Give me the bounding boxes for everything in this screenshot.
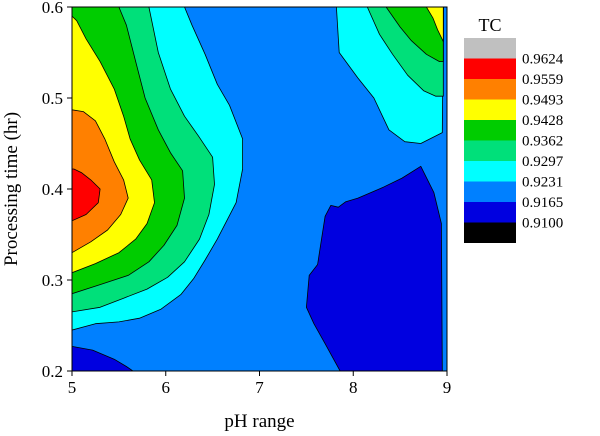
legend-swatch-9 bbox=[464, 222, 516, 243]
legend-swatch-5 bbox=[464, 140, 516, 161]
legend-title: TC bbox=[478, 15, 501, 35]
contour-band-4-1 bbox=[425, 7, 444, 42]
legend-level-6: 0.9231 bbox=[522, 175, 563, 191]
y-tick-label: 0.5 bbox=[42, 89, 63, 108]
legend-level-0: 0.9624 bbox=[522, 52, 564, 68]
legend-level-4: 0.9362 bbox=[522, 134, 563, 150]
legend-swatch-4 bbox=[464, 120, 516, 141]
y-axis-title: Processing time (hr) bbox=[1, 112, 22, 266]
y-tick-label: 0.3 bbox=[42, 271, 63, 290]
legend-swatch-8 bbox=[464, 202, 516, 223]
x-tick-label: 9 bbox=[443, 378, 452, 397]
contour-band-6-0 bbox=[72, 168, 101, 222]
legend-level-7: 0.9165 bbox=[522, 195, 563, 211]
contour-band-0-1 bbox=[72, 345, 134, 371]
legend-swatch-0 bbox=[464, 38, 516, 59]
x-tick-label: 5 bbox=[68, 378, 77, 397]
legend: TC 0.9624 0.9559 0.9493 0.9428 0.9362 0.9297 0… bbox=[464, 15, 564, 243]
legend-swatch-2 bbox=[464, 79, 516, 100]
legend-level-1: 0.9559 bbox=[522, 72, 563, 88]
x-tick-label: 8 bbox=[349, 378, 358, 397]
legend-level-3: 0.9428 bbox=[522, 113, 563, 129]
y-tick-label: 0.4 bbox=[42, 180, 64, 199]
contour-band-5-0 bbox=[72, 109, 129, 254]
x-axis-title: pH range bbox=[224, 411, 294, 432]
legend-swatch-1 bbox=[464, 58, 516, 79]
contour-band-0-0 bbox=[305, 165, 443, 371]
x-tick-label: 7 bbox=[255, 378, 264, 397]
axes: 5 6 7 8 9 0.2 0.3 0.4 0.5 0.6 bbox=[42, 0, 452, 397]
contour-bands bbox=[72, 7, 444, 371]
legend-level-8: 0.9100 bbox=[522, 216, 563, 232]
legend-swatch-3 bbox=[464, 99, 516, 120]
legend-swatch-7 bbox=[464, 181, 516, 202]
y-tick-label: 0.2 bbox=[42, 362, 63, 381]
legend-level-5: 0.9297 bbox=[522, 154, 564, 170]
legend-swatch-6 bbox=[464, 161, 516, 182]
x-tick-label: 6 bbox=[162, 378, 171, 397]
y-tick-label: 0.6 bbox=[42, 0, 63, 17]
legend-level-2: 0.9493 bbox=[522, 93, 563, 109]
